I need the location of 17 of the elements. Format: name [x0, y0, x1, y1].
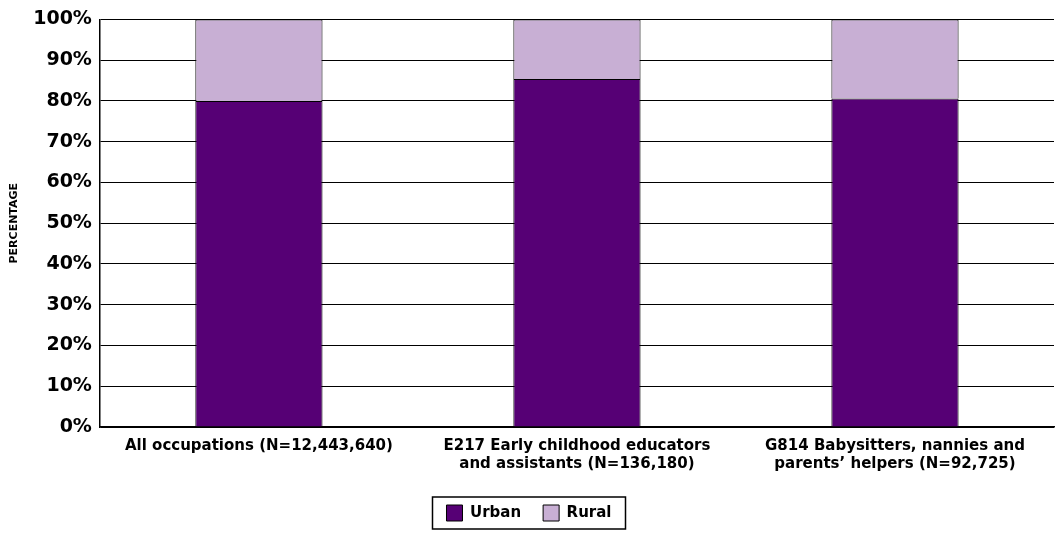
y-tick-label: 70%: [46, 128, 92, 151]
y-tick-label: 60%: [46, 169, 92, 192]
legend-label: Urban: [470, 502, 522, 521]
y-axis-title: PERCENTAGE: [7, 182, 21, 264]
y-tick-label: 10%: [46, 373, 92, 396]
y-tick-label: 30%: [46, 291, 92, 314]
y-tick-label: 20%: [46, 332, 92, 355]
x-tick-label: E217 Early childhood educators and assistants (N=136,180): [443, 435, 711, 472]
y-tick-label: 90%: [46, 47, 92, 70]
y-tick-label: 100%: [33, 6, 92, 29]
y-tick-label: 50%: [46, 210, 92, 233]
x-tick-label: All occupations (N=12,443,640): [124, 435, 393, 454]
legend-label: Rural: [566, 502, 612, 521]
y-tick-label: 40%: [46, 250, 92, 273]
x-tick-label: G814 Babysitters, nannies and parents’ helpers (N=92,725): [765, 435, 1025, 472]
y-tick-label: 80%: [46, 87, 92, 110]
y-tick-label: 0%: [59, 413, 92, 436]
